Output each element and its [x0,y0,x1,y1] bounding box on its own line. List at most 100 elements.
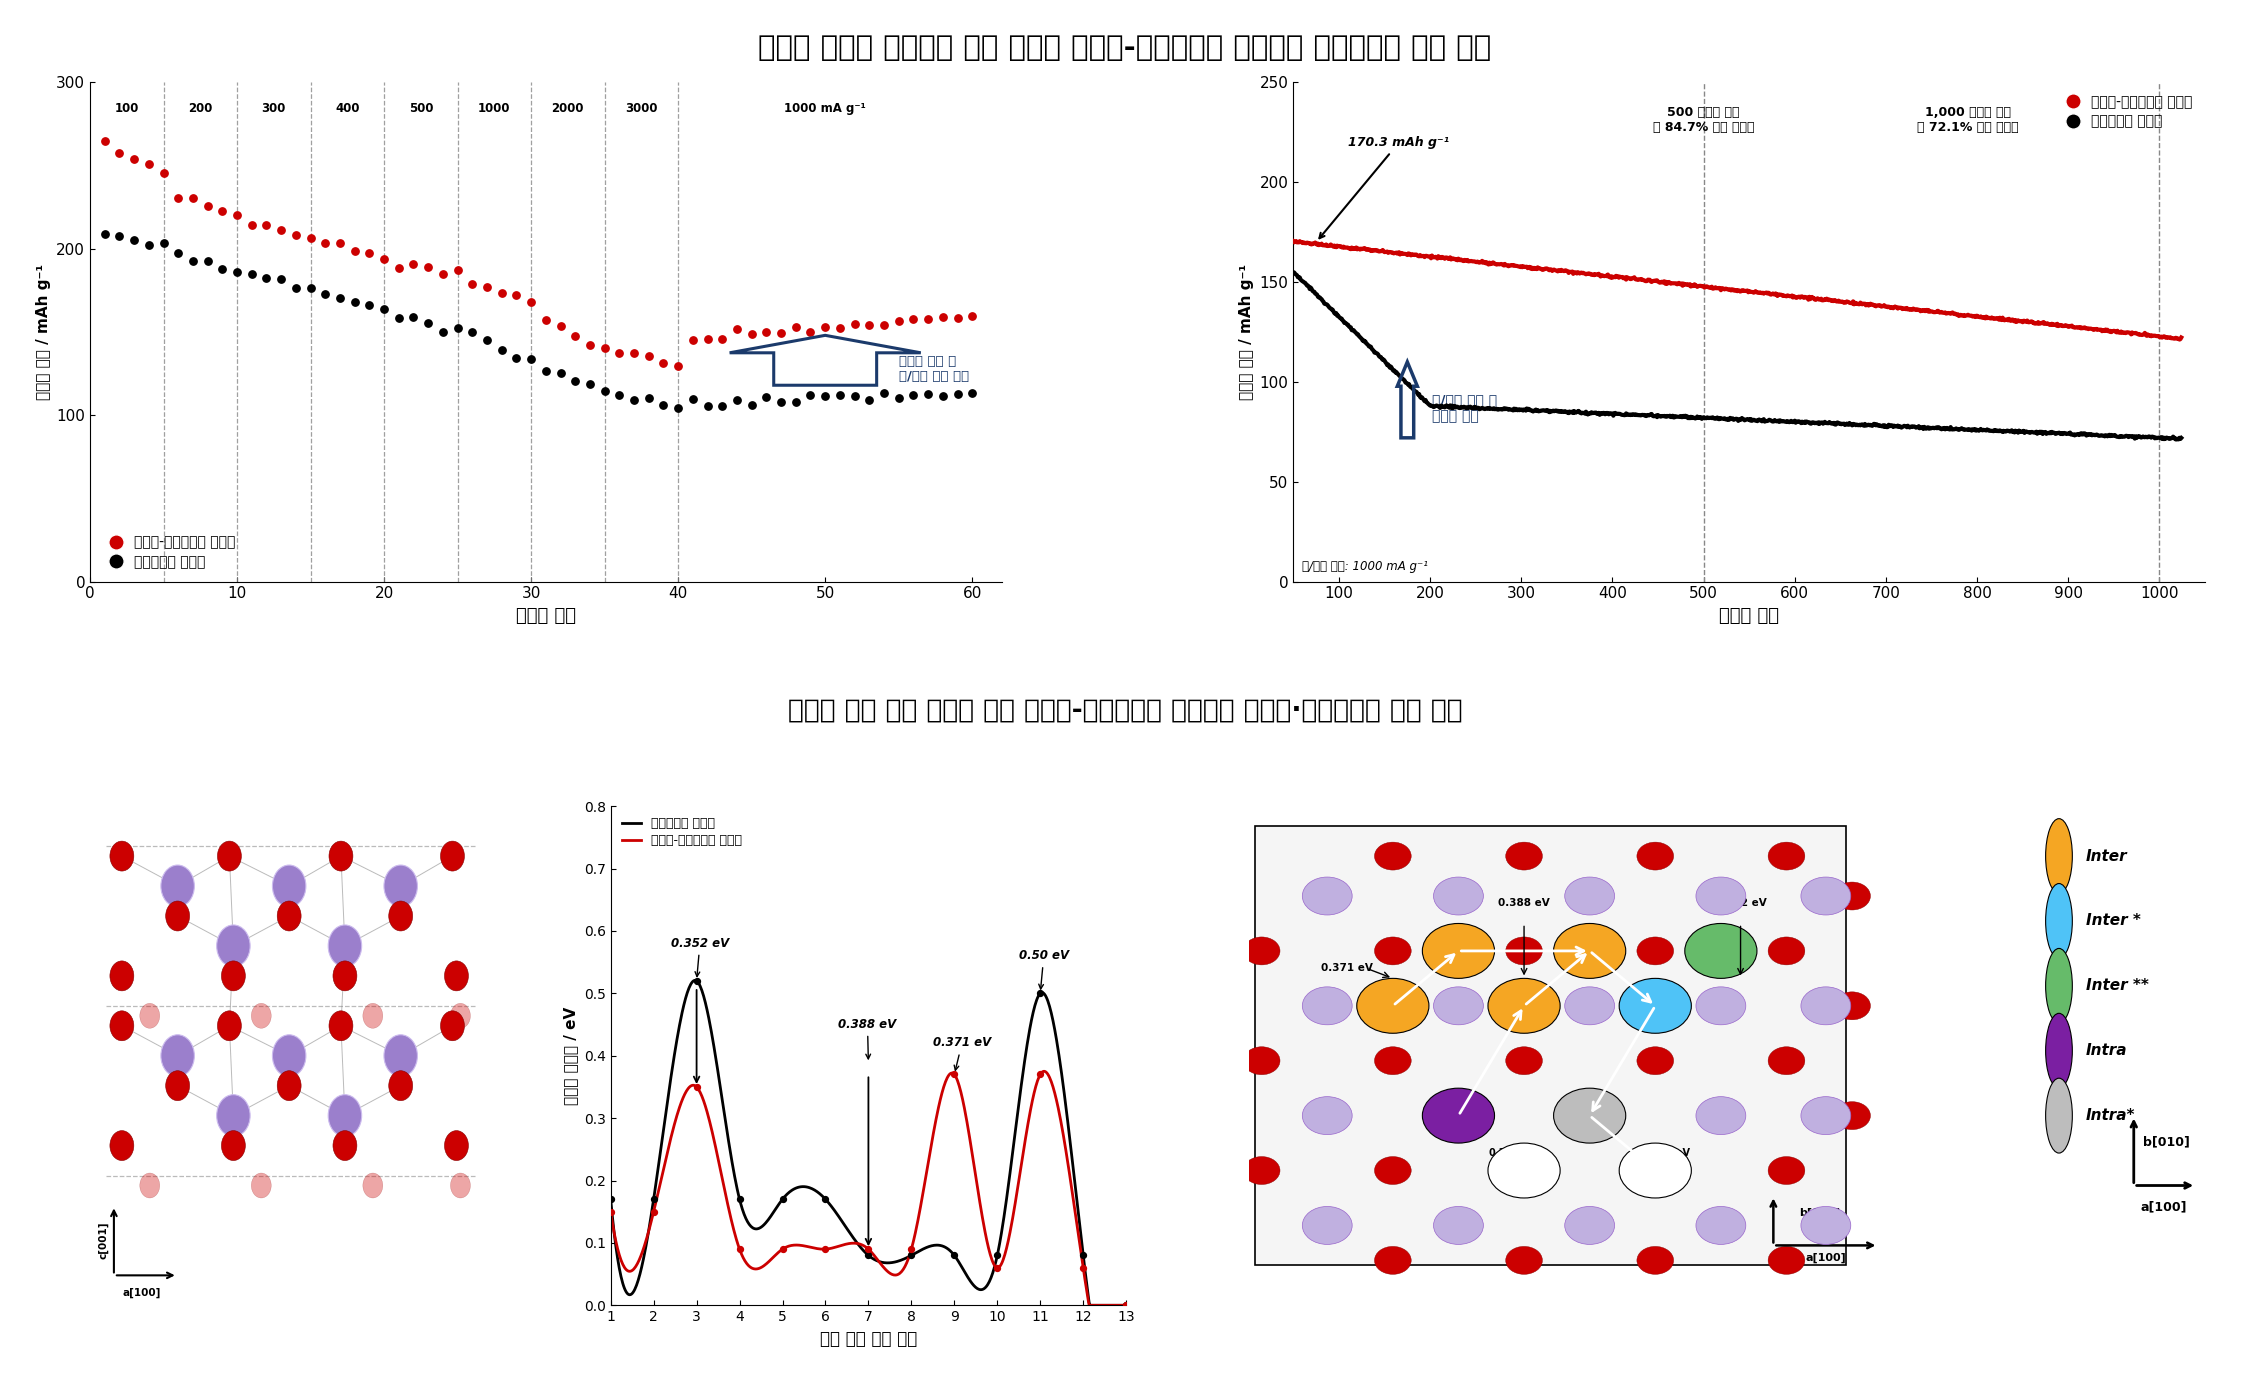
Circle shape [1800,1096,1852,1135]
Text: a[100]: a[100] [122,1287,162,1297]
Point [704,328,740,350]
Circle shape [1620,1143,1692,1198]
Circle shape [1357,978,1429,1033]
수소화-몰리브데넘 산화물 [900,1228,927,1245]
Point [263,268,299,290]
Point [936,1063,972,1085]
Point [601,342,637,364]
Point [720,317,756,339]
Circle shape [1303,1206,1352,1245]
Circle shape [1375,842,1411,870]
Circle shape [1505,1157,1544,1184]
Point [587,337,623,359]
Text: b[010]: b[010] [2142,1135,2189,1149]
Text: 0.121eV: 0.121eV [1490,1147,1532,1157]
Circle shape [1638,842,1674,870]
Point [979,1257,1015,1279]
Circle shape [441,1011,463,1040]
Point [979,1245,1015,1267]
Point [572,334,608,356]
Point [722,1238,758,1260]
Point [455,273,490,295]
Point [587,381,623,403]
X-axis label: 사이클 횟수: 사이클 횟수 [1719,607,1780,625]
Point [616,342,652,364]
Circle shape [216,1095,250,1136]
Circle shape [1768,1047,1804,1074]
Point [749,322,785,344]
몰리브데넘 산화물 [682,973,709,989]
Circle shape [362,1003,382,1028]
Point [146,162,182,184]
Point [117,229,153,251]
Point [338,240,374,262]
Text: b[010]: b[010] [1800,1208,1840,1217]
Point [850,313,886,335]
Circle shape [1244,937,1280,965]
Circle shape [1564,1206,1616,1245]
Text: 0.388 eV: 0.388 eV [839,1018,896,1059]
Circle shape [277,901,302,932]
Point [954,305,990,327]
Circle shape [2045,948,2072,1024]
Circle shape [1564,1096,1616,1135]
Point [808,1189,844,1210]
Circle shape [1685,923,1757,978]
Text: 0.371 eV: 0.371 eV [934,1036,990,1070]
Circle shape [385,866,418,907]
Text: 충/방전 속도 및
안정성 향상: 충/방전 속도 및 안정성 향상 [1431,393,1496,423]
Point [925,306,961,328]
수소화-몰리브데넘 산화물 [830,1237,857,1253]
Circle shape [450,1003,470,1028]
Circle shape [362,1173,382,1198]
Point [646,394,682,416]
Point [909,308,945,330]
Point [616,389,652,411]
Text: 500: 500 [410,103,432,115]
Point [646,352,682,374]
Circle shape [277,1070,302,1101]
Point [146,232,182,254]
Circle shape [1834,882,1870,910]
Circle shape [252,1173,272,1198]
Circle shape [1834,1102,1870,1129]
Circle shape [1487,1143,1559,1198]
Point [367,249,403,271]
몰리브데넘 산화물 [986,1235,1012,1252]
Point [659,397,695,419]
Point [940,383,976,405]
Point [925,386,961,408]
Circle shape [1552,923,1627,978]
Circle shape [110,1131,133,1161]
수소화-몰리브데넘 산화물 [729,1249,756,1265]
Text: Intra*: Intra* [2086,1109,2135,1123]
Point [410,312,446,334]
Point [936,1245,972,1267]
Text: a[100]: a[100] [2140,1201,2187,1213]
Point [484,339,520,361]
Circle shape [1433,987,1483,1025]
Point [439,258,475,280]
Point [778,392,814,414]
Text: 170.3 mAh g⁻¹: 170.3 mAh g⁻¹ [1318,136,1449,238]
Circle shape [1768,937,1804,965]
Y-axis label: 에너지 용량 / mAh g⁻¹: 에너지 용량 / mAh g⁻¹ [36,264,50,400]
Circle shape [1487,978,1559,1033]
Text: 0.371 eV: 0.371 eV [1321,963,1372,973]
Point [572,374,608,396]
Circle shape [2045,1013,2072,1088]
Point [218,261,254,283]
Circle shape [110,1011,133,1040]
Point [893,1245,929,1267]
Point [351,294,387,316]
Point [101,225,137,247]
Circle shape [333,960,358,991]
Circle shape [1768,1246,1804,1274]
Point [792,322,828,344]
수소화-몰리브데넘 산화물 [688,1088,716,1105]
Circle shape [1834,992,1870,1020]
Point [425,320,461,342]
Point [308,232,344,254]
Text: 3000: 3000 [626,103,657,115]
Circle shape [1244,1157,1280,1184]
